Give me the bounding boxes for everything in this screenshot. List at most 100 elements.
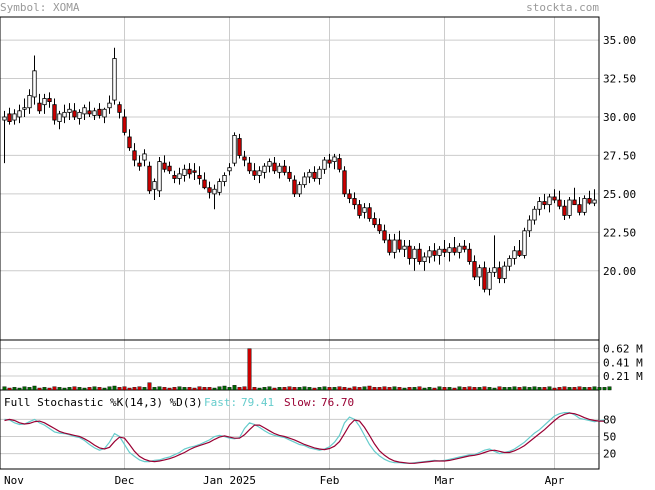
volume-bar: [447, 387, 452, 391]
volume-bar: [492, 387, 497, 391]
x-tick-label: Apr: [545, 474, 565, 486]
volume-bar: [527, 387, 532, 391]
stochastic-title: Full Stochastic %K(14,3) %D(3): [4, 396, 203, 409]
slow-label: Slow:: [284, 396, 317, 409]
candle-body: [317, 168, 322, 179]
candle-body: [362, 207, 367, 213]
candle-body: [322, 159, 327, 170]
volume-bar: [242, 386, 247, 391]
volume-bar: [467, 386, 472, 391]
candle-body: [312, 171, 317, 179]
volume-bar: [557, 387, 562, 391]
candle-body: [2, 116, 7, 121]
volume-bar: [112, 385, 117, 391]
candle-body: [497, 267, 502, 279]
candle-body: [352, 198, 357, 206]
axis-labels: 20.00 22.50 25.00 27.50 30.00 32.50 35.00 0.21 …: [4, 34, 643, 487]
price-tick-label: 20.00: [603, 265, 636, 278]
volume-bar: [52, 386, 57, 391]
volume-bar: [57, 387, 62, 391]
volume-bar: [222, 385, 227, 391]
candle-body: [122, 116, 127, 133]
candle-body: [212, 188, 217, 195]
candle-body: [217, 181, 222, 193]
candle-body: [222, 175, 227, 182]
candle-body: [367, 207, 372, 219]
volume-bar: [597, 387, 602, 391]
candle-body: [347, 193, 352, 199]
volume-bar: [562, 386, 567, 391]
candle-body: [287, 171, 292, 179]
candle-body: [417, 248, 422, 262]
volume-bar: [12, 387, 17, 391]
volume-bar: [147, 382, 152, 391]
volume-bar: [87, 387, 92, 391]
volume-bar: [2, 386, 7, 391]
candle-body: [332, 156, 337, 162]
volume-bar: [582, 387, 587, 391]
candle-body: [592, 199, 597, 204]
volume-bar: [27, 387, 32, 391]
candle-body: [247, 162, 252, 172]
volume-bar: [407, 387, 412, 391]
stochastic-slow-line: [4, 412, 605, 464]
volume-bar: [297, 387, 302, 391]
volume-bar: [212, 387, 217, 391]
x-tick-label: Dec: [115, 474, 135, 486]
candle-body: [167, 165, 172, 172]
candle-body: [107, 102, 112, 109]
candle-body: [327, 159, 332, 164]
candle-body: [397, 239, 402, 250]
stochastic-tick-label: 80: [603, 413, 616, 426]
candle-body: [552, 196, 557, 201]
candle-body: [187, 168, 192, 175]
candle-body: [412, 248, 417, 259]
candle-body: [342, 170, 347, 195]
volume-bar: [157, 386, 162, 391]
volume-bar: [162, 387, 167, 391]
volume-bar: [142, 387, 147, 391]
volume-bar: [472, 387, 477, 391]
volume-bar: [507, 387, 512, 391]
candle-body: [477, 267, 482, 278]
stochastic-tick-label: 50: [603, 431, 616, 444]
candle-body: [202, 179, 207, 189]
price-tick-label: 27.50: [603, 149, 636, 162]
fast-value: 79.41: [241, 396, 274, 409]
volume-bar: [522, 386, 527, 391]
candle-body: [92, 110, 97, 116]
stochastic-legend: Full Stochastic %K(14,3) %D(3) Fast: 79.…: [4, 396, 354, 409]
candle-body: [242, 156, 247, 161]
candle-body: [207, 187, 212, 193]
price-tick-label: 22.50: [603, 226, 636, 239]
slow-value: 76.70: [321, 396, 354, 409]
volume-bar: [567, 387, 572, 391]
volume-bar: [387, 387, 392, 391]
volume-bar: [402, 387, 407, 391]
volume-bar: [172, 387, 177, 391]
candle-body: [392, 239, 397, 253]
candle-body: [152, 181, 157, 190]
volume-bar: [72, 386, 77, 391]
candle-body: [267, 161, 272, 167]
volume-bar: [117, 387, 122, 391]
candle-body: [62, 111, 67, 118]
volume-bar: [197, 386, 202, 391]
candle-body: [162, 162, 167, 170]
candle-body: [407, 245, 412, 259]
candle-body: [502, 265, 507, 279]
volume-bar: [307, 387, 312, 391]
candle-body: [197, 175, 202, 179]
volume-bar: [82, 387, 87, 391]
candle-body: [67, 108, 72, 113]
volume-bar: [62, 387, 67, 391]
candle-body: [172, 175, 177, 179]
volume-bar: [187, 387, 192, 391]
volume-bar: [367, 385, 372, 391]
volume-bar: [102, 387, 107, 391]
x-tick-label: Jan 2025: [203, 474, 256, 486]
volume-bar: [412, 387, 417, 391]
volume-bars: [2, 348, 612, 391]
volume-bar: [442, 387, 447, 391]
